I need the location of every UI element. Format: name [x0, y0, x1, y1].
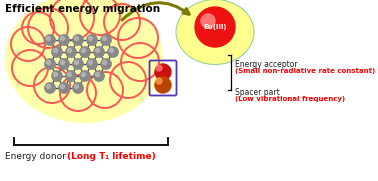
Text: Efficient energy migration: Efficient energy migration — [5, 4, 160, 14]
Circle shape — [87, 35, 97, 45]
Text: (Low vibrational frequency): (Low vibrational frequency) — [235, 96, 345, 102]
Ellipse shape — [5, 0, 163, 123]
Circle shape — [102, 37, 107, 41]
Circle shape — [73, 83, 83, 93]
Circle shape — [108, 47, 118, 57]
Circle shape — [94, 71, 104, 81]
Text: Eu(III): Eu(III) — [203, 24, 227, 30]
Circle shape — [96, 49, 99, 52]
Circle shape — [82, 49, 85, 52]
Circle shape — [66, 47, 76, 57]
Circle shape — [155, 77, 171, 93]
Ellipse shape — [176, 0, 254, 64]
Circle shape — [73, 35, 83, 45]
Circle shape — [60, 37, 65, 41]
Circle shape — [74, 60, 79, 64]
Circle shape — [156, 78, 162, 84]
Circle shape — [156, 65, 162, 71]
Circle shape — [60, 85, 65, 89]
Circle shape — [52, 71, 62, 81]
Circle shape — [59, 35, 69, 45]
Circle shape — [68, 49, 71, 52]
Circle shape — [73, 59, 83, 69]
Circle shape — [45, 35, 55, 45]
Circle shape — [96, 73, 99, 77]
Circle shape — [59, 59, 69, 69]
Circle shape — [74, 85, 79, 89]
Circle shape — [80, 47, 90, 57]
Circle shape — [45, 83, 55, 93]
Circle shape — [46, 60, 51, 64]
Circle shape — [87, 59, 97, 69]
Circle shape — [201, 14, 215, 28]
Circle shape — [68, 73, 71, 77]
Circle shape — [45, 59, 55, 69]
Circle shape — [195, 7, 235, 47]
Circle shape — [74, 37, 79, 41]
Text: (Small non-radiative rate constant): (Small non-radiative rate constant) — [235, 68, 375, 74]
Circle shape — [66, 71, 76, 81]
Circle shape — [60, 60, 65, 64]
Circle shape — [155, 64, 171, 80]
Text: Spacer part: Spacer part — [235, 88, 280, 97]
Circle shape — [101, 59, 111, 69]
Circle shape — [46, 85, 51, 89]
FancyArrowPatch shape — [122, 3, 189, 20]
Circle shape — [102, 60, 107, 64]
Circle shape — [46, 37, 51, 41]
Circle shape — [101, 35, 111, 45]
Circle shape — [52, 47, 62, 57]
Circle shape — [54, 73, 57, 77]
Circle shape — [59, 83, 69, 93]
Circle shape — [80, 71, 90, 81]
Circle shape — [110, 49, 113, 52]
Text: Energy acceptor: Energy acceptor — [235, 60, 297, 69]
Circle shape — [54, 49, 57, 52]
Circle shape — [82, 73, 85, 77]
Circle shape — [88, 37, 93, 41]
Circle shape — [94, 47, 104, 57]
Circle shape — [88, 60, 93, 64]
Text: (Long T₁ lifetime): (Long T₁ lifetime) — [67, 152, 156, 161]
Text: Energy donor: Energy donor — [5, 152, 69, 161]
